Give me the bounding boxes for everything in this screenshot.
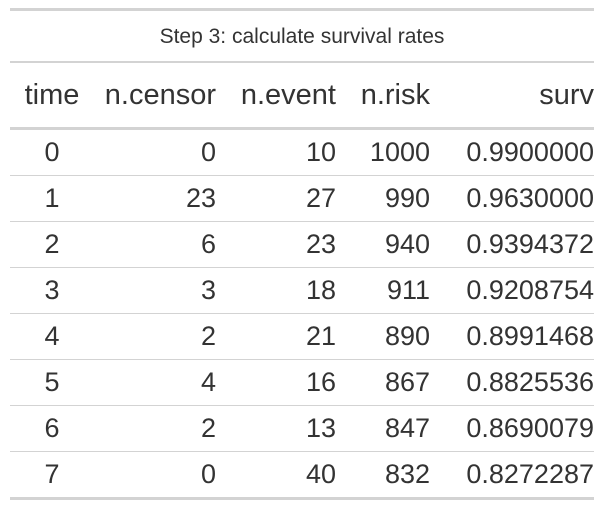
- cell-surv: 0.9394372: [430, 221, 594, 268]
- cell-n-risk: 940: [336, 221, 430, 268]
- cell-n-censor: 3: [94, 267, 216, 314]
- cell-surv: 0.9208754: [430, 267, 594, 314]
- table-row: 2 6 23 940 0.9394372: [10, 221, 594, 268]
- cell-time: 2: [10, 221, 94, 268]
- cell-n-event: 16: [216, 359, 336, 406]
- cell-n-risk: 990: [336, 175, 430, 222]
- cell-time: 1: [10, 175, 94, 222]
- table-row: 0 0 10 1000 0.9900000: [10, 128, 594, 176]
- cell-surv: 0.9900000: [430, 128, 594, 176]
- table-row: 5 4 16 867 0.8825536: [10, 359, 594, 406]
- top-rule: [10, 8, 594, 11]
- cell-time: 4: [10, 313, 94, 360]
- column-header-n-censor: n.censor: [94, 63, 216, 130]
- table-row: 1 23 27 990 0.9630000: [10, 175, 594, 222]
- cell-n-risk: 847: [336, 405, 430, 452]
- cell-n-censor: 2: [94, 405, 216, 452]
- table-row: 6 2 13 847 0.8690079: [10, 405, 594, 452]
- cell-time: 3: [10, 267, 94, 314]
- cell-n-event: 40: [216, 451, 336, 500]
- table-caption: Step 3: calculate survival rates: [10, 11, 594, 63]
- cell-n-censor: 4: [94, 359, 216, 406]
- survival-table: Step 3: calculate survival rates time n.…: [10, 8, 594, 500]
- cell-time: 5: [10, 359, 94, 406]
- cell-n-censor: 2: [94, 313, 216, 360]
- cell-surv: 0.8825536: [430, 359, 594, 406]
- column-header-time: time: [10, 63, 94, 130]
- cell-surv: 0.8991468: [430, 313, 594, 360]
- cell-surv: 0.9630000: [430, 175, 594, 222]
- cell-surv: 0.8272287: [430, 451, 594, 500]
- cell-n-event: 18: [216, 267, 336, 314]
- cell-n-event: 10: [216, 128, 336, 176]
- cell-n-risk: 867: [336, 359, 430, 406]
- header-row: time n.censor n.event n.risk surv: [10, 63, 594, 130]
- cell-surv: 0.8690079: [430, 405, 594, 452]
- data-table: time n.censor n.event n.risk surv 0 0 10…: [10, 63, 594, 500]
- cell-n-event: 21: [216, 313, 336, 360]
- cell-n-event: 13: [216, 405, 336, 452]
- cell-n-risk: 890: [336, 313, 430, 360]
- cell-n-risk: 1000: [336, 128, 430, 176]
- table-row: 3 3 18 911 0.9208754: [10, 267, 594, 314]
- cell-time: 0: [10, 128, 94, 176]
- cell-time: 6: [10, 405, 94, 452]
- cell-time: 7: [10, 451, 94, 500]
- table-row: 7 0 40 832 0.8272287: [10, 451, 594, 500]
- column-header-n-risk: n.risk: [336, 63, 430, 130]
- cell-n-censor: 0: [94, 451, 216, 500]
- cell-n-risk: 832: [336, 451, 430, 500]
- column-header-surv: surv: [430, 63, 594, 130]
- cell-n-event: 27: [216, 175, 336, 222]
- column-header-n-event: n.event: [216, 63, 336, 130]
- cell-n-censor: 0: [94, 128, 216, 176]
- cell-n-risk: 911: [336, 267, 430, 314]
- cell-n-event: 23: [216, 221, 336, 268]
- cell-n-censor: 23: [94, 175, 216, 222]
- table-row: 4 2 21 890 0.8991468: [10, 313, 594, 360]
- cell-n-censor: 6: [94, 221, 216, 268]
